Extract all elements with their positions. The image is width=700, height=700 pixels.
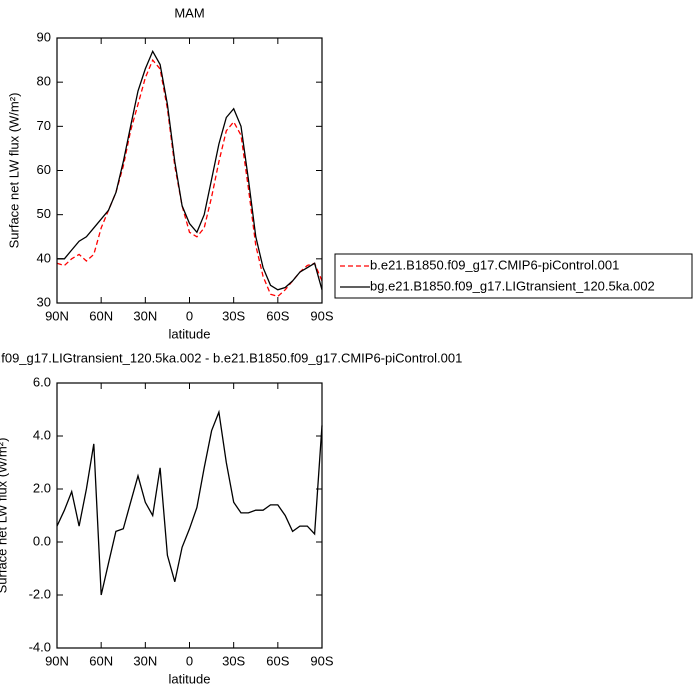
plot-frame xyxy=(56,382,323,649)
x-axis-label: latitude xyxy=(169,326,211,341)
legend-label: b.e21.B1850.f09_g17.CMIP6-piControl.001 xyxy=(370,257,619,272)
series-line xyxy=(56,409,323,596)
y-tick-label: 70 xyxy=(37,118,51,133)
x-tick-label: 90S xyxy=(310,653,333,668)
x-tick-label: 30S xyxy=(222,308,245,323)
y-tick-label: 90 xyxy=(37,29,51,44)
y-axis-label: Surface net LW flux (W/m²) xyxy=(0,438,9,594)
x-axis-label: latitude xyxy=(169,671,211,686)
x-tick-label: 30S xyxy=(222,653,245,668)
x-tick-label: 0 xyxy=(186,308,193,323)
y-tick-label: 30 xyxy=(37,294,51,309)
y-tick-label: 40 xyxy=(37,250,51,265)
series-line xyxy=(57,49,323,291)
x-tick-label: 0 xyxy=(186,653,193,668)
x-tick-label: 60S xyxy=(266,308,289,323)
x-tick-label: 60N xyxy=(89,653,113,668)
series-line xyxy=(56,58,323,298)
y-tick-label: -2.0 xyxy=(29,586,51,601)
x-tick-label: 60S xyxy=(266,653,289,668)
y-tick-label: 4.0 xyxy=(33,427,51,442)
y-tick-label: 60 xyxy=(37,162,51,177)
y-tick-label: 6.0 xyxy=(33,374,51,389)
chart-title: bg.e21.B1850.f09_g17.LIGtransient_120.5k… xyxy=(0,350,462,365)
x-tick-label: 90N xyxy=(45,653,69,668)
legend-label: bg.e21.B1850.f09_g17.LIGtransient_120.5k… xyxy=(370,278,655,293)
y-tick-label: 2.0 xyxy=(33,480,51,495)
legend-box xyxy=(334,253,693,299)
x-tick-label: 30N xyxy=(133,308,157,323)
chart-title: MAM xyxy=(174,5,204,20)
y-tick-label: 80 xyxy=(37,74,51,89)
x-tick-label: 90N xyxy=(45,308,69,323)
y-tick-label: 50 xyxy=(37,206,51,221)
y-tick-label: 0.0 xyxy=(33,533,51,548)
x-tick-label: 60N xyxy=(89,308,113,323)
x-tick-label: 30N xyxy=(133,653,157,668)
y-tick-label: -4.0 xyxy=(29,639,51,654)
x-tick-label: 90S xyxy=(310,308,333,323)
plot-frame xyxy=(56,37,323,304)
y-axis-label: Surface net LW flux (W/m²) xyxy=(6,93,21,249)
